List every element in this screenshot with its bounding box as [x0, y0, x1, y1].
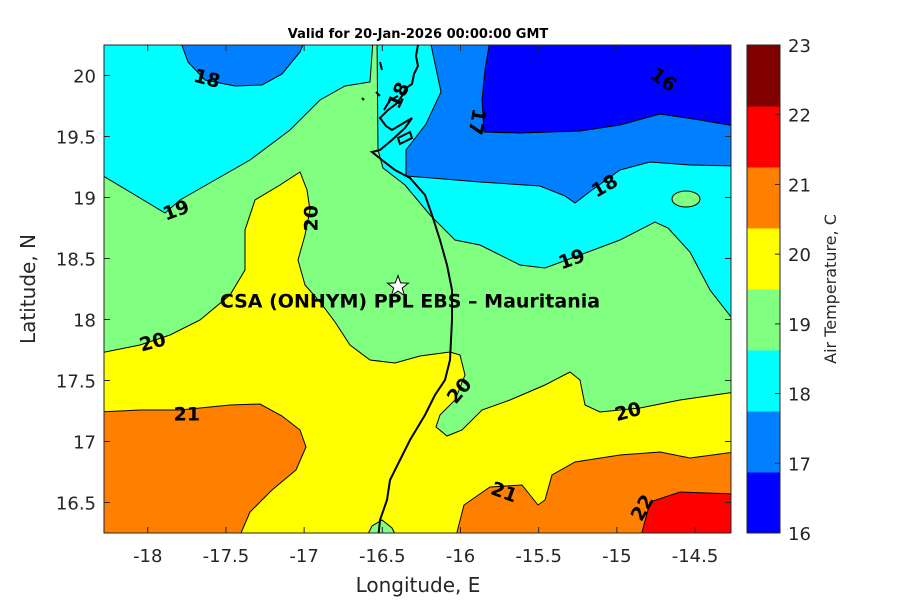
- colorbar-tick-label: 19: [788, 315, 811, 336]
- x-tick-label: -17.5: [203, 546, 250, 567]
- colorbar-band: [747, 472, 780, 534]
- y-tick-label: 17.5: [56, 372, 96, 393]
- colorbar-tick-label: 16: [788, 524, 811, 545]
- region-17-18-northwest: [181, 45, 304, 87]
- x-axis: -18 -17.5 -17 -16.5 -16 -15.5 -15 -14.5: [133, 45, 718, 567]
- x-tick-label: -16.5: [359, 546, 406, 567]
- contour-label: 17: [464, 107, 490, 137]
- y-tick-label: 16.5: [56, 494, 96, 515]
- y-tick-label: 19.5: [56, 128, 96, 149]
- region-19-20-island: [671, 190, 701, 208]
- colorbar-tick-label: 21: [788, 175, 811, 196]
- x-tick-label: -17: [289, 546, 318, 567]
- region-21-22-west: [104, 403, 307, 533]
- x-tick-label: -15.5: [515, 546, 562, 567]
- site-label: CSA (ONHYM) PPL EBS – Mauritania: [220, 291, 600, 313]
- colorbar-tick-label: 20: [788, 245, 811, 266]
- site-star-marker: [386, 274, 410, 297]
- y-axis: 16.5 17 17.5 18 18.5 19 19.5 20: [56, 67, 731, 515]
- banc-arguin-islands: [361, 61, 414, 146]
- colorbar: 16 17 18 19 20 21 22 23: [746, 36, 811, 545]
- y-axis-label: Latitude, N: [16, 234, 40, 344]
- y-tick-label: 19: [73, 189, 96, 210]
- colorbar-label: Air Temperature, C: [821, 214, 840, 364]
- colorbar-tick-label: 23: [788, 36, 811, 57]
- colorbar-tick-label: 18: [788, 385, 811, 406]
- colorbar-tick-label: 17: [788, 454, 811, 475]
- colorbar-tick-label: 22: [788, 106, 811, 127]
- x-tick-label: -18: [133, 546, 162, 567]
- colorbar-band: [747, 228, 780, 290]
- colorbar-band: [747, 106, 780, 168]
- x-tick-label: -14.5: [672, 546, 719, 567]
- contour-label: 20: [300, 205, 322, 231]
- colorbar-frame: [746, 44, 781, 534]
- y-tick-label: 18.5: [56, 250, 96, 271]
- contour-label: 21: [174, 403, 200, 425]
- plot-frame: [103, 44, 732, 534]
- y-tick-label: 20: [73, 67, 96, 88]
- colorbar-band: [747, 350, 780, 412]
- y-tick-label: 18: [73, 311, 96, 332]
- region-22-23: [641, 491, 731, 533]
- chart-title: Valid for 20-Jan-2026 00:00:00 GMT: [288, 27, 549, 42]
- colorbar-band: [747, 45, 780, 107]
- x-tick-label: -16: [446, 546, 475, 567]
- colorbar-band: [747, 167, 780, 229]
- colorbar-band: [747, 411, 780, 473]
- site-annotation: CSA (ONHYM) PPL EBS – Mauritania: [220, 274, 600, 313]
- x-axis-label: Longitude, E: [356, 573, 481, 597]
- x-tick-label: -15: [602, 546, 631, 567]
- region-16-17: [481, 45, 731, 134]
- region-19-20-south-patch: [367, 519, 396, 533]
- colorbar-band: [747, 289, 780, 351]
- coastline: [369, 45, 453, 533]
- y-tick-label: 17: [73, 433, 96, 454]
